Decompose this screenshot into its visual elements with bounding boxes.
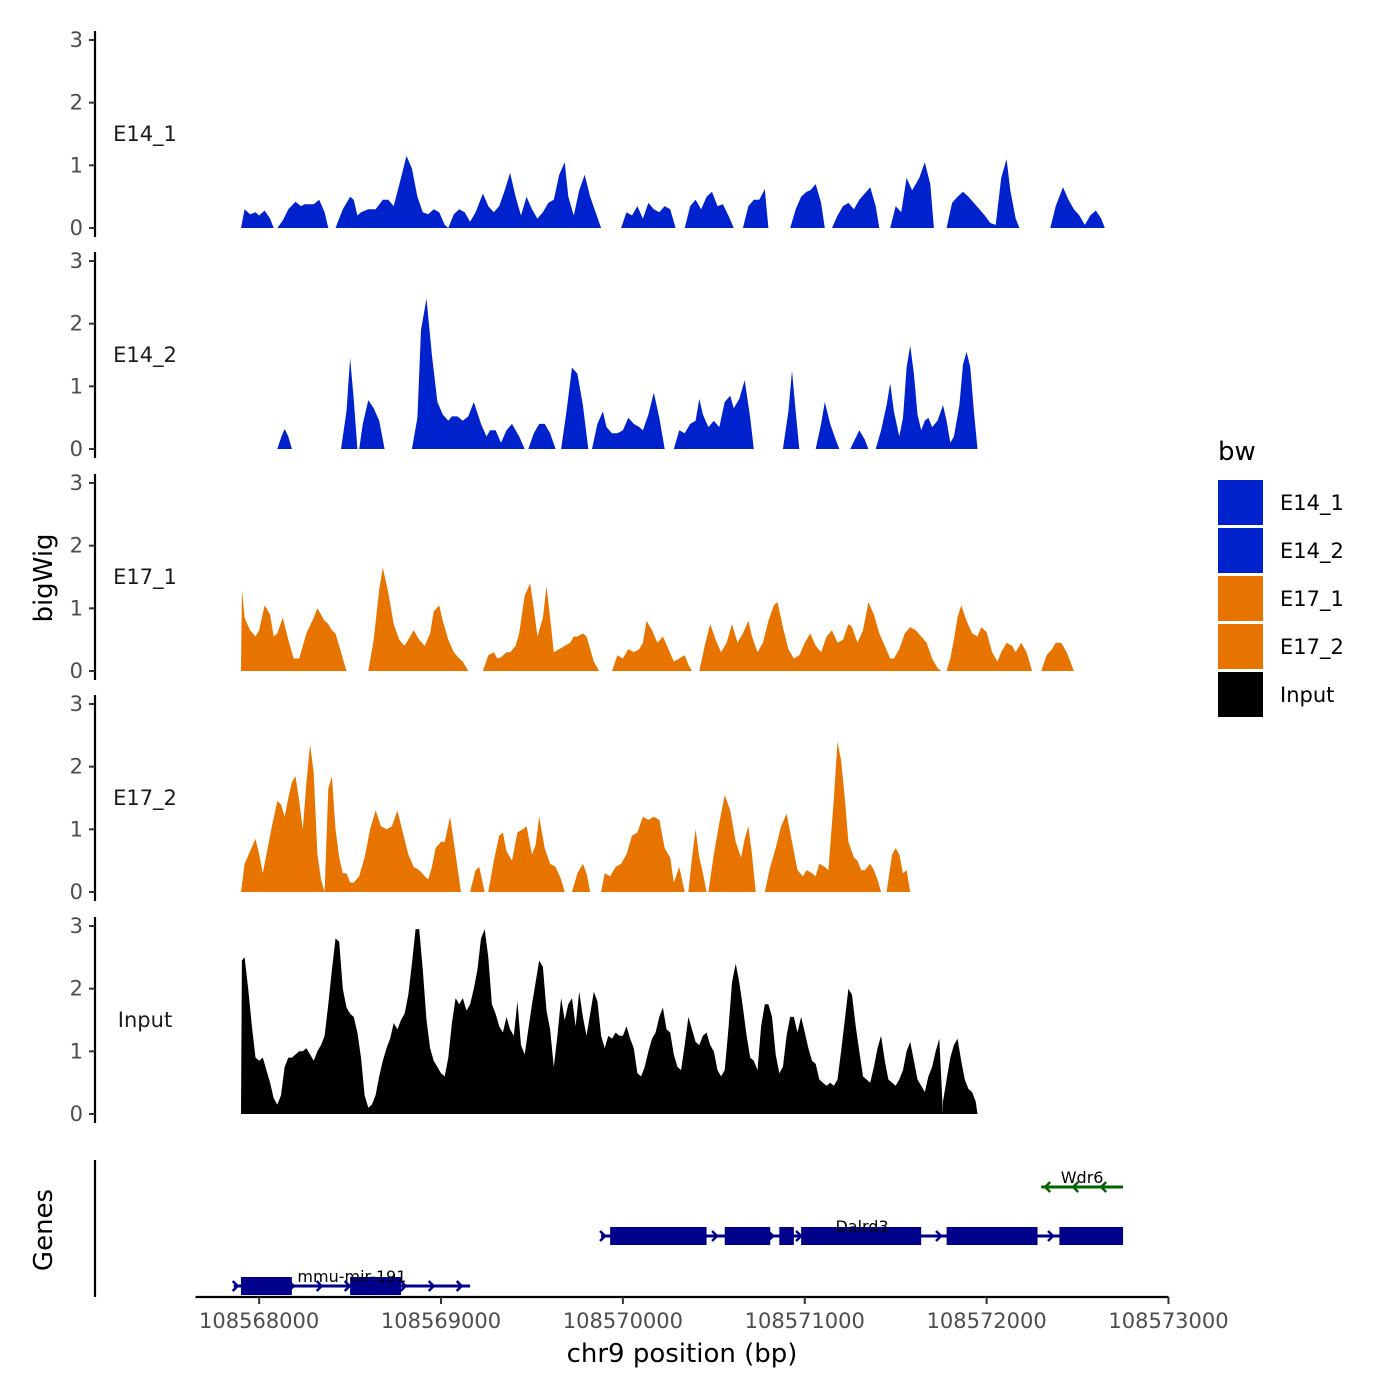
gene-label-wdr6: Wdr6 [1061,1168,1104,1187]
gene-chevron-wdr6 [1071,1181,1080,1193]
legend-swatch-input [1218,672,1263,717]
legend-label-input: Input [1280,683,1334,707]
gene-chevron-dalrd3 [1047,1230,1055,1242]
x-tick-label-108572000: 108572000 [927,1309,1047,1333]
x-tick-label-108568000: 108568000 [199,1309,319,1333]
gene-exon-mmu-mir-191-1 [350,1277,402,1295]
y-tick-label-e14-2-2: 2 [70,312,83,336]
gene-label-dalrd3: Dalrd3 [835,1217,888,1236]
y-tick-label-e14-2-3: 3 [70,249,83,273]
y-tick-label-e14-1-2: 2 [70,91,83,115]
x-tick-label-108569000: 108569000 [381,1309,501,1333]
y-axis-title: bigWig [29,533,59,622]
legend-label-e17-2: E17_2 [1280,635,1344,660]
y-tick-label-e17-2-1: 1 [70,817,83,841]
y-tick-label-e17-1-0: 0 [70,659,83,683]
x-axis-title: chr9 position (bp) [567,1339,798,1369]
track-area-input [241,929,978,1114]
gene-exon-dalrd3-0 [610,1227,707,1245]
genes-layer: mmu-mir-191 Dalrd3 Wdr6 [231,1168,1124,1295]
legend-swatch-e17-2 [1218,624,1263,669]
y-tick-label-e17-2-3: 3 [70,692,83,716]
gene-chevron-dalrd3 [599,1230,607,1242]
legend-label-e17-1: E17_1 [1280,587,1344,612]
legend-title: bw [1218,437,1256,467]
y-tick-label-e14-1-3: 3 [70,28,83,52]
axes-layer: 0 1 2 3 E14_1 0 1 2 3 E14_2 0 1 2 3 E17_1 0 1 2 3 E17_2 0 1 2 3… [70,28,1229,1333]
track-label-e14-2: E14_2 [113,343,177,368]
gene-chevron-dalrd3 [935,1230,943,1242]
gene-exon-dalrd3-3 [801,1227,922,1245]
gene-chevron-mmu-mir-191 [399,1280,408,1292]
gene-chevron-dalrd3 [711,1230,719,1242]
y-tick-label-input-2: 2 [70,977,83,1001]
gene-exon-dalrd3-2 [779,1227,794,1245]
y-tick-label-e14-2-1: 1 [70,374,83,398]
gene-exon-dalrd3-4 [946,1227,1038,1245]
gene-chevron-mmu-mir-191 [455,1280,464,1292]
tracks-layer [241,155,1105,1114]
gene-chevron-mmu-mir-191 [315,1280,324,1292]
gene-chevron-mmu-mir-191 [231,1280,240,1292]
track-label-e14-1: E14_1 [113,122,177,147]
y-tick-label-e14-2-0: 0 [70,437,83,461]
y-tick-label-e17-2-0: 0 [70,880,83,904]
legend-entries: E14_1 E14_2 E17_1 E17_2 Input [1218,480,1344,717]
y-tick-label-e14-1-0: 0 [70,216,83,240]
genes-axis-title: Genes [29,1189,59,1271]
y-tick-label-input-3: 3 [70,914,83,938]
x-tick-label-108571000: 108571000 [745,1309,865,1333]
y-tick-label-e17-1-2: 2 [70,534,83,558]
y-tick-label-e17-2-2: 2 [70,755,83,779]
gene-label-mmu-mir-191: mmu-mir-191 [297,1267,406,1286]
legend-label-e14-2: E14_2 [1280,539,1344,564]
gene-chevron-dalrd3 [795,1230,803,1242]
gene-chevron-wdr6 [1099,1181,1108,1193]
track-area-e14-2 [277,298,978,449]
track-label-e17-1: E17_1 [113,565,177,590]
legend-swatch-e14-2 [1218,528,1263,573]
x-tick-label-108573000: 108573000 [1108,1309,1228,1333]
x-tick-label-108570000: 108570000 [563,1309,683,1333]
y-tick-label-input-1: 1 [70,1039,83,1063]
gene-exon-dalrd3-5 [1059,1227,1124,1245]
track-label-input: Input [118,1008,172,1032]
y-tick-label-e17-1-1: 1 [70,596,83,620]
legend-swatch-e17-1 [1218,576,1263,621]
gene-exon-mmu-mir-191-0 [240,1277,292,1295]
legend-swatch-e14-1 [1218,480,1263,525]
y-tick-label-e17-1-3: 3 [70,471,83,495]
gene-exon-dalrd3-1 [724,1227,771,1245]
track-area-e17-2 [241,741,911,892]
track-area-e17-1 [241,567,1074,671]
gene-chevron-wdr6 [1043,1181,1052,1193]
y-tick-label-e14-1-1: 1 [70,153,83,177]
legend-label-e14-1: E14_1 [1280,491,1344,516]
legend: bw E14_1 E14_2 E17_1 E17_2 Input [1218,437,1344,717]
track-area-e14-1 [241,155,1105,228]
track-label-e17-2: E17_2 [113,786,177,811]
gene-chevron-mmu-mir-191 [427,1280,436,1292]
y-tick-label-input-0: 0 [70,1102,83,1126]
gene-chevron-mmu-mir-191 [343,1280,352,1292]
